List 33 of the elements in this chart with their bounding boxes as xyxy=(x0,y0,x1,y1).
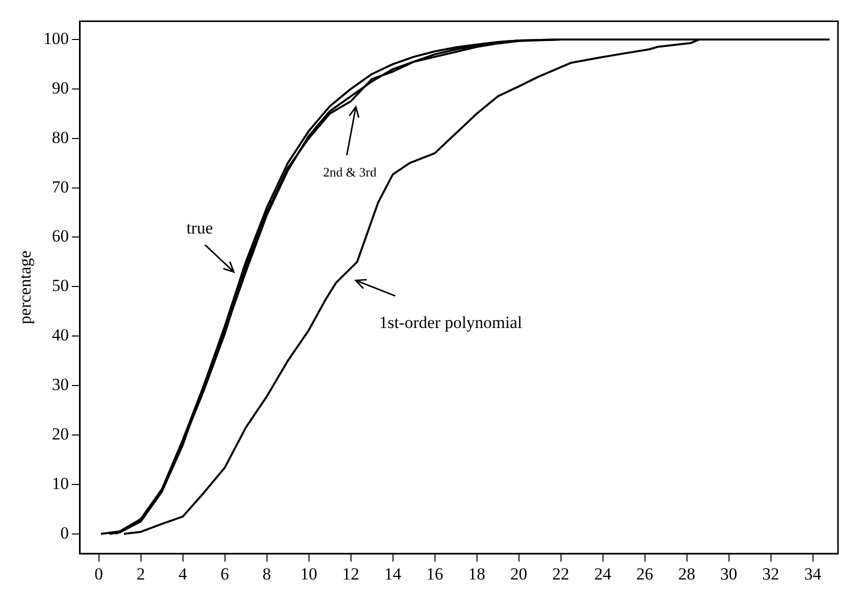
y-axis-title: percentage xyxy=(16,250,35,324)
x-tick-label: 28 xyxy=(678,564,696,584)
y-tick-label: 0 xyxy=(60,523,69,542)
annotation: 2nd & 3rd xyxy=(323,164,377,180)
y-tick-label: 20 xyxy=(52,424,69,444)
x-tick-label: 6 xyxy=(220,564,230,584)
x-tick-label: 26 xyxy=(636,564,654,584)
x-tick-label: 18 xyxy=(468,564,486,584)
y-tick-label: 80 xyxy=(52,128,69,147)
y-tick-label: 30 xyxy=(52,374,69,394)
x-tick-label: 10 xyxy=(300,564,318,584)
y-tick-label: 90 xyxy=(52,78,69,98)
x-tick-label: 34 xyxy=(804,564,822,584)
annotation: true xyxy=(186,218,213,238)
y-tick-label: 50 xyxy=(52,276,69,296)
y-tick-label: 10 xyxy=(52,474,69,493)
x-tick-label: 8 xyxy=(262,564,272,584)
x-tick-label: 14 xyxy=(384,564,402,584)
x-tick-label: 0 xyxy=(94,564,104,584)
x-tick-label: 30 xyxy=(720,564,738,584)
y-tick-label: 100 xyxy=(43,28,69,48)
x-tick-label: 20 xyxy=(510,564,528,584)
x-tick-label: 32 xyxy=(762,564,780,584)
y-tick-label: 70 xyxy=(52,177,69,196)
x-tick-label: 12 xyxy=(342,564,360,584)
y-tick-label: 60 xyxy=(52,226,69,246)
x-tick-label: 22 xyxy=(552,564,570,584)
x-tick-label: 2 xyxy=(136,564,146,584)
x-tick-label: 4 xyxy=(178,564,188,584)
annotation: 1st-order polynomial xyxy=(379,313,522,332)
y-tick-label: 40 xyxy=(52,326,69,345)
x-tick-label: 24 xyxy=(594,564,612,584)
x-tick-label: 16 xyxy=(426,564,444,584)
